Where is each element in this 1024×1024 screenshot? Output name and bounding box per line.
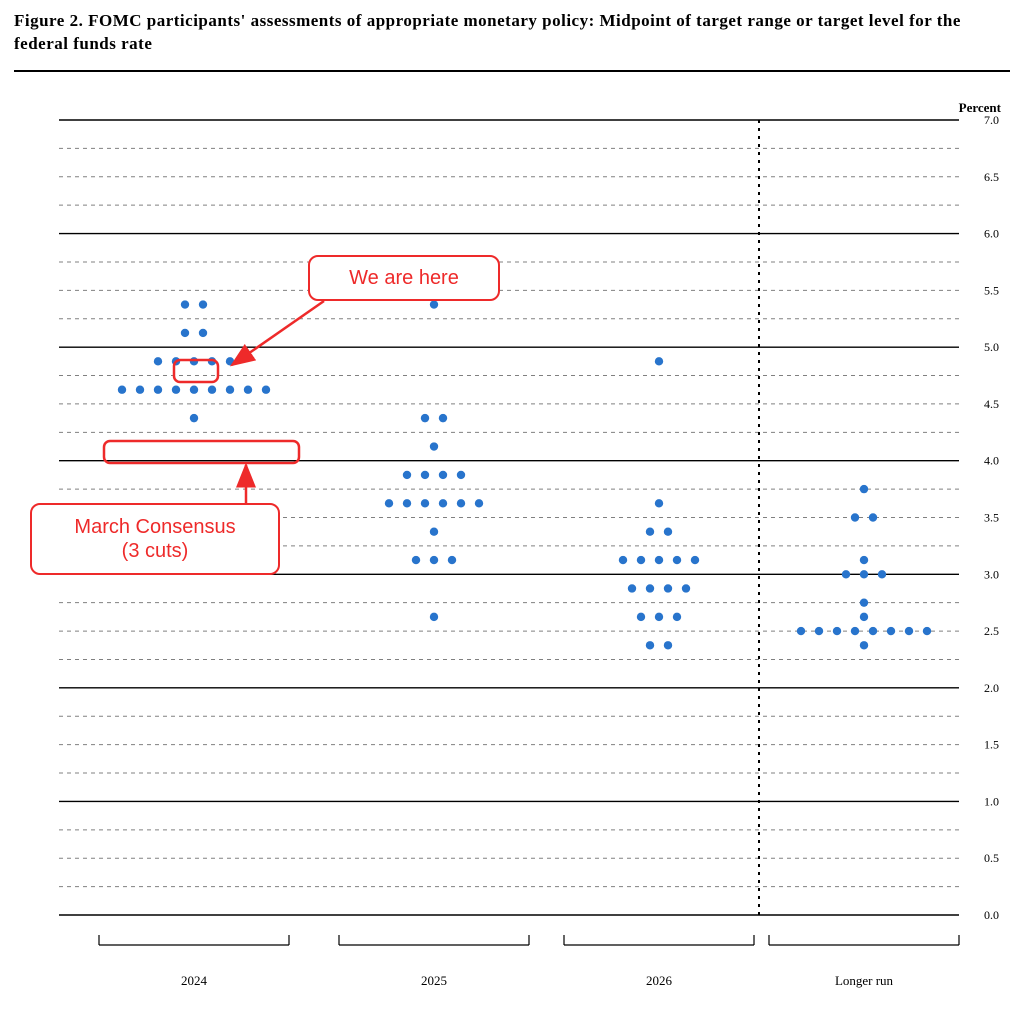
svg-text:0.0: 0.0 — [984, 908, 999, 922]
callout-march-line2: (3 cuts) — [122, 539, 189, 563]
svg-text:0.5: 0.5 — [984, 851, 999, 865]
svg-text:2024: 2024 — [181, 973, 208, 988]
svg-text:4.5: 4.5 — [984, 397, 999, 411]
svg-text:3.5: 3.5 — [984, 511, 999, 525]
svg-text:7.0: 7.0 — [984, 113, 999, 127]
svg-text:4.0: 4.0 — [984, 454, 999, 468]
svg-text:3.0: 3.0 — [984, 567, 999, 581]
callout-we-are-here: We are here — [308, 255, 500, 301]
svg-text:2.0: 2.0 — [984, 681, 999, 695]
title-rule — [14, 70, 1010, 72]
svg-text:2.5: 2.5 — [984, 624, 999, 638]
svg-text:5.0: 5.0 — [984, 340, 999, 354]
callout-march-consensus: March Consensus (3 cuts) — [30, 503, 280, 575]
svg-text:6.0: 6.0 — [984, 227, 999, 241]
svg-text:5.5: 5.5 — [984, 283, 999, 297]
svg-text:Longer run: Longer run — [835, 973, 894, 988]
figure-title: Figure 2. FOMC participants' assessments… — [14, 10, 1010, 56]
svg-text:1.0: 1.0 — [984, 794, 999, 808]
callout-march-line1: March Consensus — [74, 515, 235, 539]
svg-text:1.5: 1.5 — [984, 738, 999, 752]
svg-text:6.5: 6.5 — [984, 170, 999, 184]
svg-text:Percent: Percent — [959, 100, 1002, 115]
callout-we-are-here-text: We are here — [349, 266, 459, 290]
svg-text:2025: 2025 — [421, 973, 447, 988]
svg-text:2026: 2026 — [646, 973, 673, 988]
